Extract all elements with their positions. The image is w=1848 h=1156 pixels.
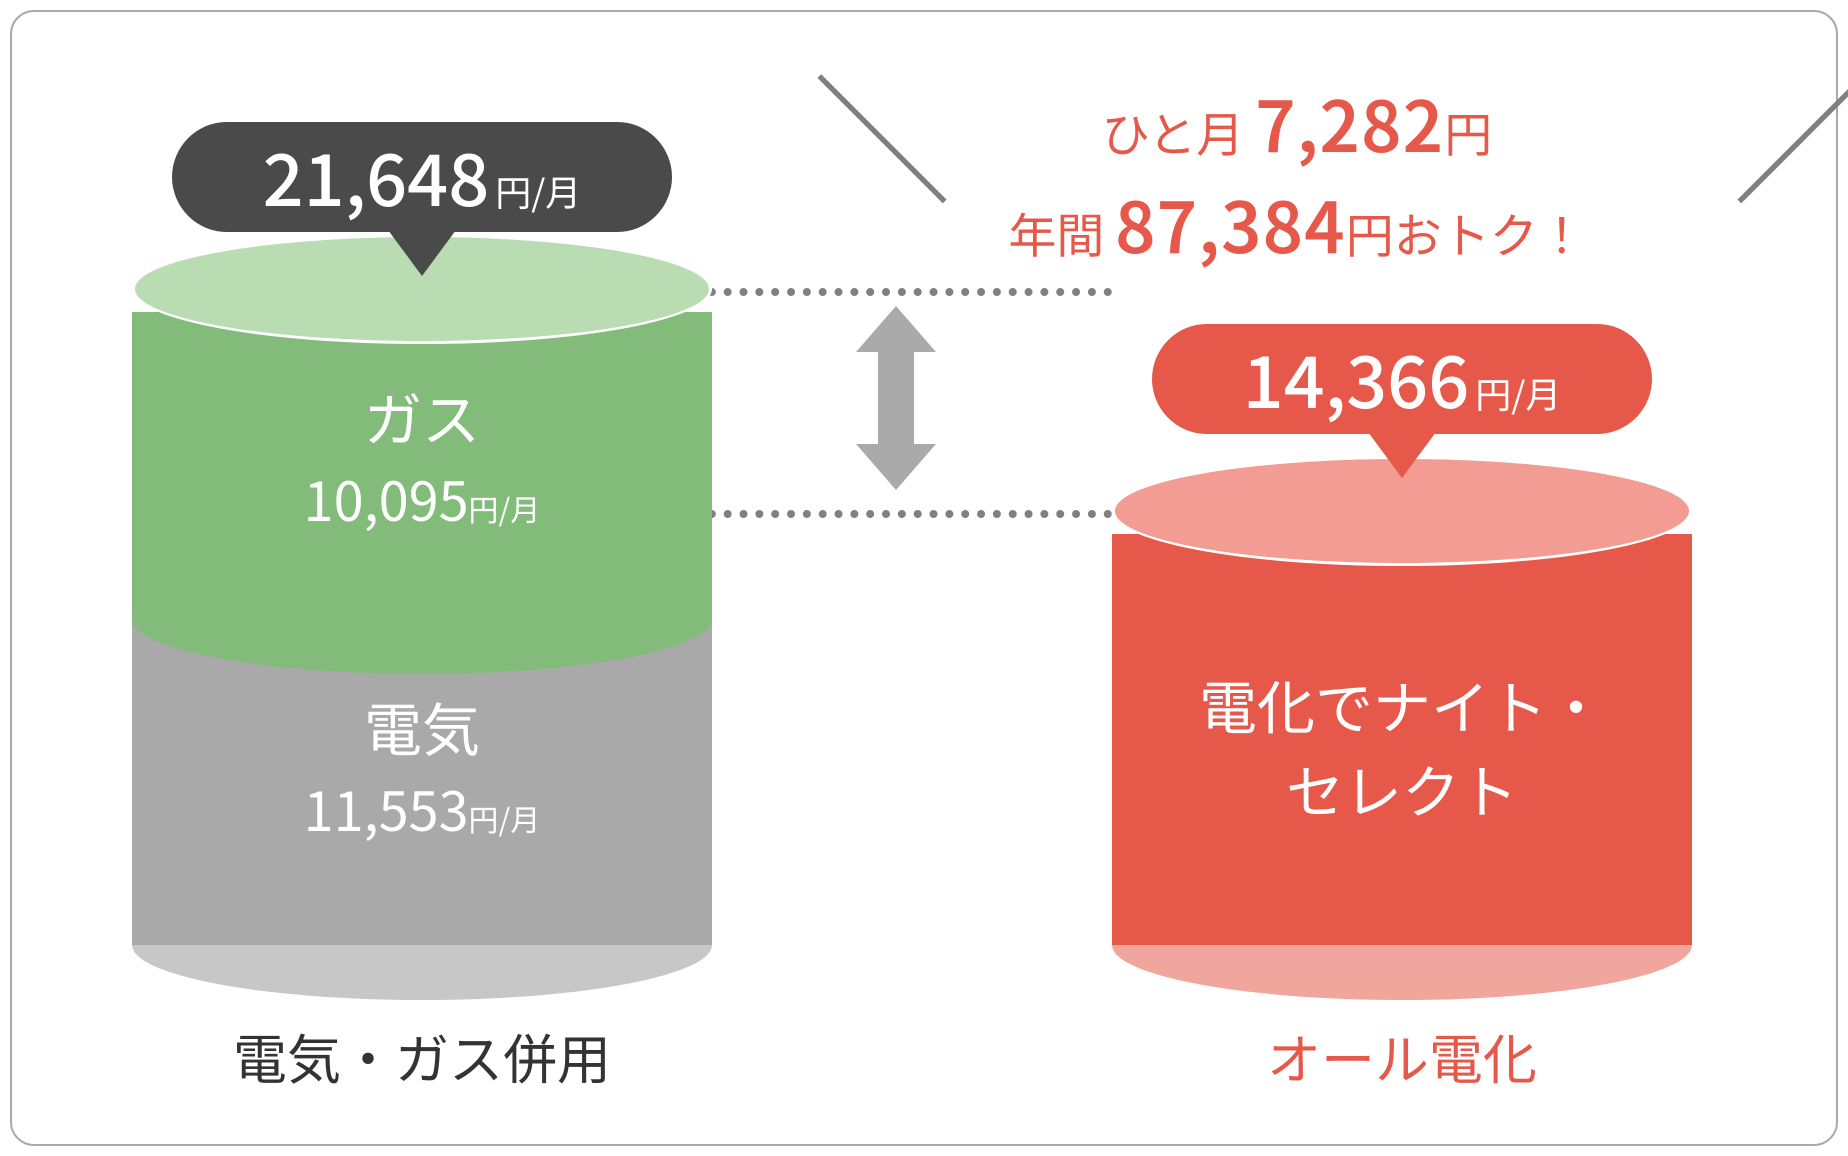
slash-right-icon: ／ — [1732, 62, 1848, 202]
left-gas-label: ガス 10,095円/月 — [142, 374, 702, 537]
savings-month-amount: 7,282 — [1255, 72, 1444, 173]
gas-price: 10,095 — [304, 458, 469, 537]
left-pill-pointer-icon — [388, 230, 456, 276]
left-elec-label: 電気 11,553円/月 — [142, 684, 702, 847]
elec-price: 11,553 — [304, 768, 469, 847]
right-pill-amount: 14,366 — [1243, 324, 1470, 429]
left-cyl-mid-ellipse — [132, 564, 712, 674]
guide-line-bottom — [692, 510, 1112, 518]
savings-year-prefix: 年間 — [1008, 197, 1115, 267]
chart-frame: ／ ひと月 7,282円 年間 87,384円おトク！ ／ ガス 10,095円… — [10, 10, 1838, 1146]
right-pill-unit: 円/月 — [1475, 367, 1561, 419]
gas-title: ガス — [142, 374, 702, 458]
savings-month-prefix: ひと月 — [1102, 96, 1255, 166]
right-pill-pointer-icon — [1368, 432, 1436, 478]
savings-year-amount: 87,384 — [1115, 173, 1346, 274]
right-line1: 電化でナイト・ — [1122, 662, 1682, 746]
savings-callout: ひと月 7,282円 年間 87,384円おトク！ — [792, 72, 1802, 274]
savings-year-suffix: 円おトク！ — [1346, 197, 1586, 267]
arrow-down-icon — [856, 444, 936, 490]
left-pill-unit: 円/月 — [495, 165, 581, 217]
right-body-label: 電化でナイト・ セレクト — [1122, 662, 1682, 830]
arrow-stem — [878, 348, 914, 448]
left-price-pill: 21,648 円/月 — [172, 122, 672, 232]
elec-unit: 円/月 — [469, 796, 541, 840]
right-line2: セレクト — [1122, 746, 1682, 830]
arrow-up-icon — [856, 306, 936, 352]
elec-title: 電気 — [142, 684, 702, 768]
guide-line-top — [692, 288, 1112, 296]
right-caption: オール電化 — [1102, 1016, 1702, 1095]
left-caption: 電気・ガス併用 — [122, 1016, 722, 1095]
savings-month-yen: 円 — [1444, 96, 1492, 166]
left-pill-amount: 21,648 — [263, 122, 490, 227]
gas-unit: 円/月 — [469, 486, 541, 530]
right-price-pill: 14,366 円/月 — [1152, 324, 1652, 434]
